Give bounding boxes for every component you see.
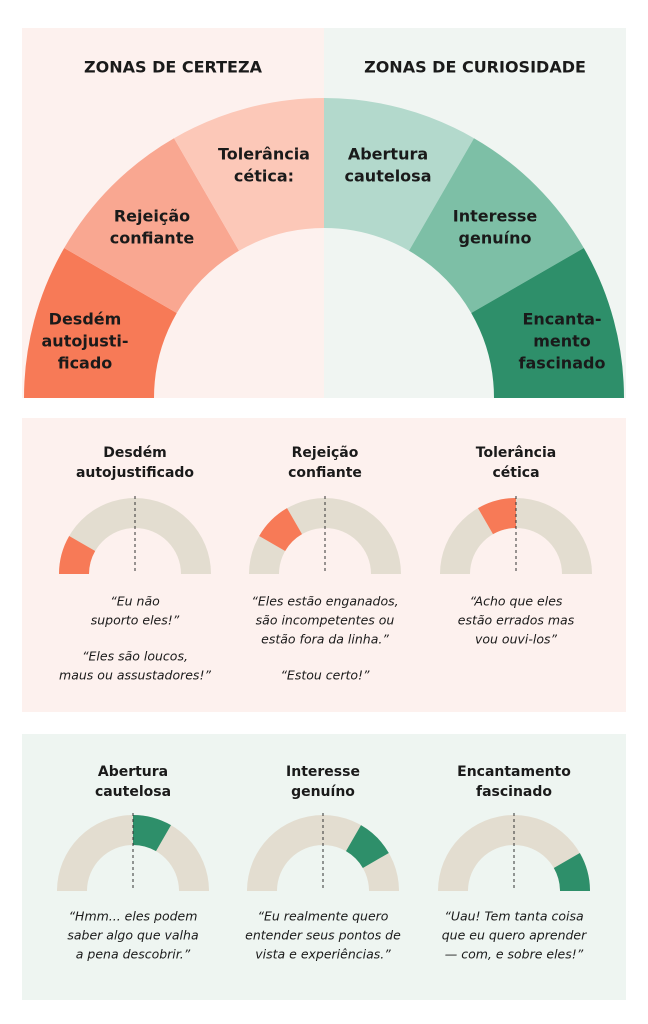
- zone-segment: [409, 138, 584, 313]
- card-title: Rejeição: [292, 445, 359, 461]
- zone-segment: [324, 98, 474, 251]
- card-title: Encantamento: [457, 764, 571, 780]
- zone-label: Abertura: [348, 145, 428, 164]
- zone-label: Rejeição: [114, 207, 190, 226]
- gauge-highlight: [259, 508, 302, 551]
- quote-line: a pena descobrir.”: [76, 947, 191, 962]
- card-title: genuíno: [291, 784, 355, 800]
- quote-line: “Eu realmente quero: [258, 909, 389, 924]
- zone-label: Tolerância: [218, 145, 310, 164]
- zone-label: autojusti-: [42, 332, 129, 351]
- quote-line: suporto eles!”: [91, 613, 180, 628]
- quote-line: “Acho que eles: [470, 594, 563, 609]
- quote-line: “Eles estão enganados,: [251, 594, 398, 609]
- zone-label: cautelosa: [345, 167, 432, 186]
- quote-line: vista e experiências.”: [255, 947, 391, 962]
- quote-line: estão errados mas: [458, 613, 575, 628]
- zone-segment: [471, 248, 624, 398]
- gauge-highlight: [553, 853, 590, 891]
- gauge-track: [438, 815, 590, 891]
- zone-segment: [64, 138, 239, 313]
- certainty-cards-bg: [22, 418, 626, 712]
- quote-line: estão fora da linha.”: [261, 632, 389, 647]
- card-title: cética: [492, 465, 539, 481]
- card-title: Tolerância: [476, 445, 556, 461]
- zone-label: Desdém: [49, 310, 122, 329]
- card-title: Desdém: [103, 445, 167, 461]
- zone-label: genuíno: [459, 229, 532, 248]
- quote-line: — com, e sobre eles!”: [445, 947, 584, 962]
- card-title: cautelosa: [95, 784, 171, 800]
- gauge-track: [440, 498, 592, 574]
- card-title: fascinado: [476, 784, 552, 800]
- right-title: ZONAS DE CURIOSIDADE: [364, 58, 586, 77]
- zone-label: Encanta-: [522, 310, 601, 329]
- quote-line: são incompetentes ou: [256, 613, 395, 628]
- zone-label: confiante: [110, 229, 195, 248]
- quote-line: entender seus pontos de: [245, 928, 401, 943]
- zone-label: Interesse: [453, 207, 538, 226]
- quote-line: que eu quero aprender: [442, 928, 587, 943]
- card-title: Interesse: [286, 764, 360, 780]
- curiosity-cards-bg: [22, 734, 626, 1000]
- zone-label: ficado: [58, 354, 113, 373]
- quote-line: “Uau! Tem tanta coisa: [444, 909, 583, 924]
- zone-label: mento: [533, 332, 591, 351]
- zone-segment: [24, 248, 177, 398]
- quote-line: saber algo que valha: [67, 928, 198, 943]
- zone-segment: [174, 98, 324, 251]
- card-title: Abertura: [98, 764, 168, 780]
- quote-line: “Hmm... eles podem: [69, 909, 198, 924]
- gauge-track: [59, 498, 211, 574]
- card-title: confiante: [288, 465, 362, 481]
- quote-line: “Eles são loucos,: [82, 649, 188, 664]
- gauge-highlight: [59, 536, 96, 574]
- gauge-highlight: [133, 815, 171, 852]
- quote-line: vou ouvi-los”: [475, 632, 558, 647]
- gauge-track: [57, 815, 209, 891]
- zone-label: fascinado: [519, 354, 606, 373]
- quote-line: “Eu não: [110, 594, 160, 609]
- quote-line: “Estou certo!”: [280, 668, 370, 683]
- left-title: ZONAS DE CERTEZA: [84, 58, 263, 77]
- gauge-highlight: [346, 825, 389, 868]
- zone-label: cética:: [234, 167, 294, 186]
- card-title: autojustificado: [76, 465, 194, 481]
- gauge-highlight: [478, 498, 516, 535]
- quote-line: maus ou assustadores!”: [59, 668, 211, 683]
